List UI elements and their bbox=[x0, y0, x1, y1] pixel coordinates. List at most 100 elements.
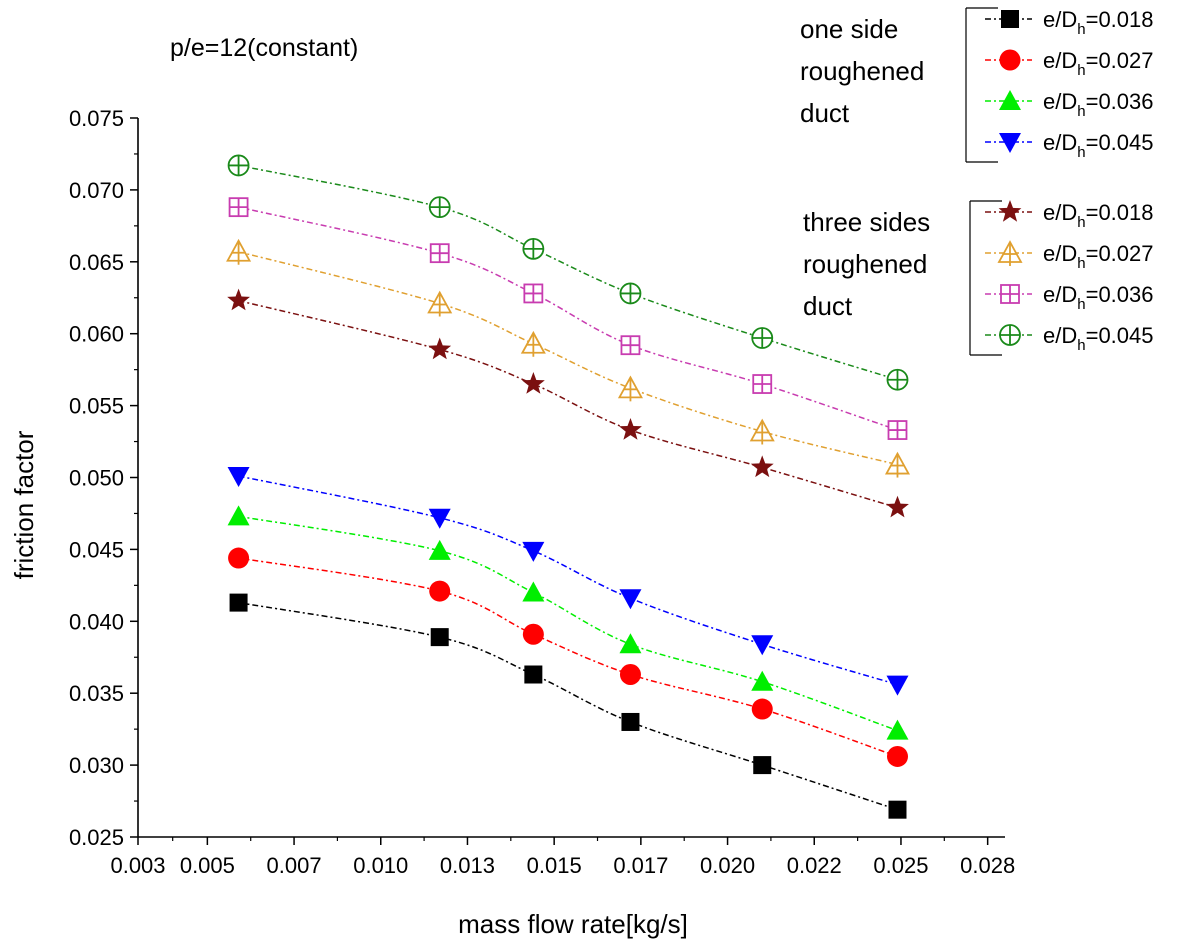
data-point bbox=[427, 290, 453, 317]
data-point bbox=[999, 324, 1021, 346]
legend-label: e/Dh=0.045 bbox=[1043, 323, 1154, 354]
legend-label: e/Dh=0.036 bbox=[1043, 89, 1154, 120]
data-point bbox=[428, 337, 452, 360]
triangle-up-marker bbox=[619, 633, 642, 654]
data-point bbox=[751, 327, 774, 349]
data-point bbox=[999, 49, 1021, 71]
square-marker bbox=[621, 712, 640, 731]
data-point bbox=[888, 800, 907, 819]
star-marker bbox=[886, 495, 909, 518]
data-point bbox=[998, 200, 1022, 222]
data-point bbox=[886, 675, 909, 696]
data-point bbox=[429, 580, 451, 602]
circle-marker bbox=[999, 49, 1021, 71]
legend-label: e/Dh=0.027 bbox=[1043, 48, 1154, 79]
data-point bbox=[523, 283, 544, 304]
circle-marker bbox=[522, 623, 544, 645]
triangle-up-marker bbox=[227, 505, 250, 526]
x-tick-label: 0.013 bbox=[440, 853, 495, 878]
star-marker bbox=[521, 372, 545, 394]
data-point bbox=[753, 756, 772, 775]
triangle-up-marker bbox=[886, 719, 909, 740]
data-point bbox=[521, 372, 545, 394]
data-point bbox=[886, 719, 909, 740]
data-point bbox=[430, 628, 449, 647]
y-axis-label: friction factor bbox=[9, 430, 39, 579]
y-tick-label: 0.025 bbox=[69, 825, 124, 850]
data-point bbox=[619, 664, 641, 686]
data-point bbox=[999, 133, 1021, 153]
triangle-down-marker bbox=[619, 589, 642, 610]
x-tick-label: 0.022 bbox=[787, 853, 842, 878]
legend-group-1: three sides roughened duct e/Dh=0.018 e/Dh=0… bbox=[803, 200, 1154, 356]
square-marker bbox=[1001, 10, 1019, 28]
y-tick-label: 0.070 bbox=[69, 178, 124, 203]
data-point bbox=[619, 589, 642, 610]
data-point bbox=[886, 495, 909, 518]
data-point bbox=[617, 375, 643, 402]
legend-group-title: duct bbox=[800, 98, 850, 128]
axes: 0.025 0.030 0.035 0.040 0.045 0.050 0.055 0.060… bbox=[69, 106, 1015, 878]
x-tick-label: 0.025 bbox=[873, 853, 928, 878]
data-point bbox=[619, 282, 642, 305]
chart-annotation: p/e=12(constant) bbox=[170, 34, 358, 62]
legend-group-title: one side bbox=[800, 14, 898, 44]
data-point bbox=[226, 238, 252, 265]
data-point bbox=[886, 368, 909, 391]
square-marker bbox=[524, 665, 543, 684]
data-point bbox=[887, 420, 908, 440]
data-point bbox=[228, 547, 250, 569]
triangle-up-marker bbox=[751, 670, 774, 691]
circle-marker bbox=[619, 664, 641, 686]
data-point bbox=[428, 196, 451, 219]
legend-group-title: roughened bbox=[803, 249, 927, 279]
data-point bbox=[227, 288, 250, 311]
series-lines bbox=[238, 164, 898, 811]
square-marker bbox=[888, 800, 907, 819]
x-tick-label: 0.028 bbox=[960, 853, 1015, 878]
data-point bbox=[620, 335, 641, 356]
data-point bbox=[522, 581, 545, 602]
x-tick-label: 0.010 bbox=[353, 853, 408, 878]
data-point bbox=[750, 455, 774, 478]
series-line-1 bbox=[238, 557, 898, 758]
series-line-3 bbox=[238, 475, 898, 686]
data-point bbox=[752, 374, 773, 394]
data-point bbox=[886, 745, 908, 767]
data-point bbox=[227, 467, 250, 488]
series-line-4 bbox=[238, 299, 898, 509]
data-point bbox=[621, 712, 640, 731]
x-tick-label: 0.020 bbox=[700, 853, 755, 878]
data-point bbox=[619, 633, 642, 654]
legend-label: e/Dh=0.018 bbox=[1043, 7, 1154, 38]
data-point bbox=[1000, 284, 1020, 304]
square-marker bbox=[753, 756, 772, 775]
data-point bbox=[428, 508, 451, 529]
data-point bbox=[228, 197, 249, 218]
data-point bbox=[227, 505, 250, 526]
y-tick-label: 0.050 bbox=[69, 466, 124, 491]
x-tick-label: 0.005 bbox=[180, 853, 235, 878]
data-point bbox=[522, 237, 545, 260]
legend: one side roughened duct e/Dh=0.018 e/Dh=0.02… bbox=[800, 7, 1154, 356]
triangle-down-marker bbox=[999, 133, 1021, 153]
triangle-up-marker bbox=[428, 539, 451, 560]
data-point bbox=[749, 418, 775, 445]
triangle-down-marker bbox=[227, 467, 250, 488]
legend-label: e/Dh=0.036 bbox=[1043, 282, 1154, 313]
data-point bbox=[522, 541, 545, 562]
star-marker bbox=[428, 337, 452, 360]
data-point bbox=[751, 698, 773, 720]
y-tick-label: 0.030 bbox=[69, 753, 124, 778]
data-point bbox=[520, 330, 546, 357]
x-tick-label: 0.007 bbox=[267, 853, 322, 878]
triangle-down-marker bbox=[428, 508, 451, 529]
data-point bbox=[229, 593, 248, 612]
series-line-2 bbox=[238, 515, 898, 732]
legend-group-title: duct bbox=[803, 291, 853, 321]
triangle-up-marker bbox=[999, 90, 1021, 110]
square-marker bbox=[430, 628, 449, 647]
legend-label: e/Dh=0.045 bbox=[1043, 130, 1154, 161]
star-marker bbox=[998, 200, 1022, 222]
